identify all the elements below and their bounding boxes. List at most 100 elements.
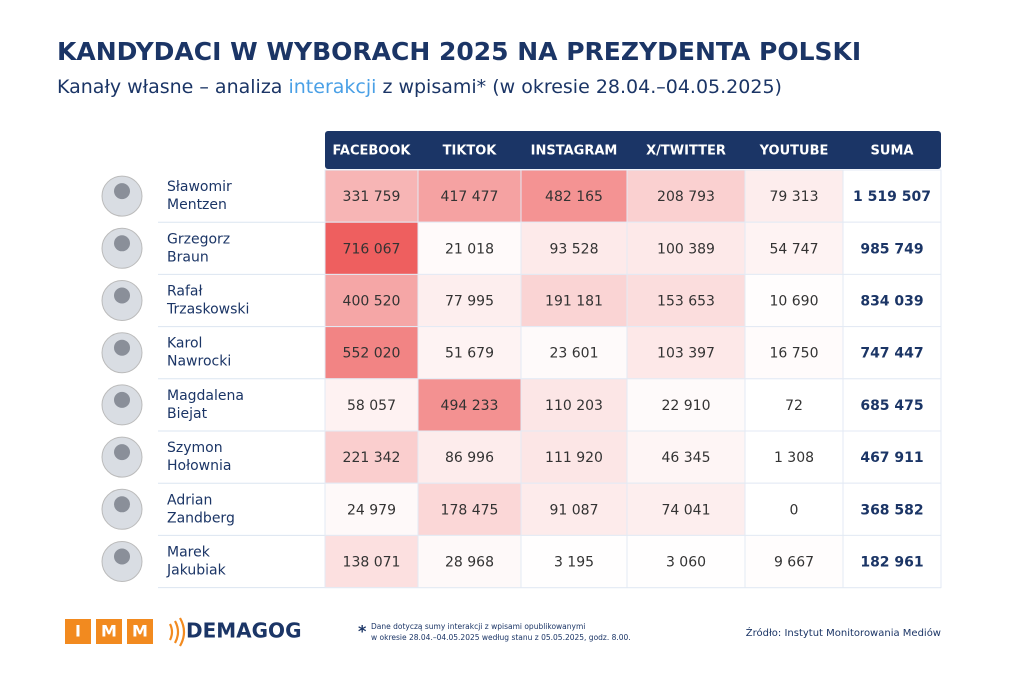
cell xyxy=(842,326,942,380)
cell-value: 482 165 xyxy=(545,189,603,205)
logo-letter: I xyxy=(75,622,81,641)
logo-waves xyxy=(169,617,186,647)
cell-value: 9 667 xyxy=(774,555,814,571)
photo-head xyxy=(114,287,130,304)
sum-value: 1 519 507 xyxy=(853,189,931,205)
cell xyxy=(417,534,522,589)
photo-head xyxy=(114,496,130,513)
photo-head xyxy=(114,391,130,408)
table: FACEBOOK TIKTOK INSTAGRAM X/TWITTER YOUTUBE S… xyxy=(101,131,942,589)
cell-value: 100 389 xyxy=(657,241,715,257)
subtitle-part: z wpisami* (w okresie 28.04.–04.05.2025) xyxy=(376,76,782,98)
cell-value: 54 747 xyxy=(770,241,819,257)
cell xyxy=(842,534,942,589)
column-header: TIKTOK xyxy=(443,144,498,159)
note-line: Dane dotyczą sumy interakcji z wpisami o… xyxy=(371,622,585,631)
cell-value: 208 793 xyxy=(657,189,715,205)
subtitle-part: Kanały własne – analiza xyxy=(57,76,288,98)
cell-value: 417 477 xyxy=(441,189,499,205)
source: Źródło: Instytut Monitorowania Mediów xyxy=(746,626,941,639)
logo-box xyxy=(96,619,122,644)
candidate-last-name: Nawrocki xyxy=(167,354,231,370)
cell-value: 91 087 xyxy=(550,502,599,518)
candidate-first-name: Sławomir xyxy=(167,179,232,195)
cell-value: 103 397 xyxy=(657,346,715,362)
candidate-first-name: Adrian xyxy=(167,492,212,508)
cell-value: 3 195 xyxy=(554,555,594,571)
cell xyxy=(417,169,522,223)
photo-head xyxy=(114,548,130,565)
photo-head xyxy=(114,444,130,461)
title: KANDYDACI W WYBORACH 2025 NA PREZYDENTA … xyxy=(57,37,861,66)
candidate-first-name: Szymon xyxy=(167,440,223,456)
candidate-last-name: Zandberg xyxy=(167,510,235,526)
candidate-last-name: Trzaskowski xyxy=(166,302,249,318)
cell xyxy=(324,482,419,536)
candidate-first-name: Magdalena xyxy=(167,388,244,404)
cell xyxy=(626,221,746,275)
cell-value: 93 528 xyxy=(550,241,599,257)
cell-value: 16 750 xyxy=(770,346,819,362)
cell xyxy=(744,169,844,223)
cell xyxy=(744,482,844,536)
cell-value: 0 xyxy=(790,502,799,518)
logo-box xyxy=(127,619,153,644)
cell xyxy=(744,430,844,484)
cell xyxy=(324,534,419,589)
candidate-first-name: Rafał xyxy=(167,284,203,300)
sum-value: 834 039 xyxy=(860,294,923,310)
candidate-last-name: Mentzen xyxy=(167,197,227,213)
column-header: INSTAGRAM xyxy=(531,144,618,159)
cell-value: 716 067 xyxy=(343,241,401,257)
sum-value: 685 475 xyxy=(860,398,923,414)
cell xyxy=(324,169,419,223)
cell xyxy=(744,221,844,275)
sum-value: 182 961 xyxy=(860,555,923,571)
cell-value: 221 342 xyxy=(343,450,401,466)
sum-value: 747 447 xyxy=(860,346,923,362)
footer: I M M DEMAGOG * Dane dotyczą sumy intera… xyxy=(65,617,941,647)
cell xyxy=(842,378,942,432)
candidate-first-name: Grzegorz xyxy=(167,231,230,247)
photo-head xyxy=(114,339,130,356)
cell xyxy=(842,482,942,536)
candidate-last-name: Hołownia xyxy=(167,458,231,474)
cell xyxy=(417,482,522,536)
logo-box xyxy=(65,619,91,644)
cell-value: 494 233 xyxy=(441,398,499,414)
column-header: X/TWITTER xyxy=(646,144,726,159)
cell-value: 22 910 xyxy=(662,398,711,414)
sum-value: 985 749 xyxy=(860,241,923,257)
cell xyxy=(520,378,628,432)
cell xyxy=(626,273,746,328)
cell xyxy=(417,326,522,380)
cell-value: 21 018 xyxy=(445,241,494,257)
cell-value: 153 653 xyxy=(657,294,715,310)
cell-value: 1 308 xyxy=(774,450,814,466)
cell-value: 58 057 xyxy=(347,398,396,414)
header-bg xyxy=(325,131,941,169)
cell-value: 400 520 xyxy=(343,294,401,310)
cell xyxy=(842,169,942,223)
note-mark: * xyxy=(358,622,367,641)
subtitle: Kanały własne – analiza interakcji z wpi… xyxy=(57,76,782,98)
sum-value: 467 911 xyxy=(860,450,923,466)
logo-letter: M xyxy=(101,622,117,641)
cell-value: 110 203 xyxy=(545,398,603,414)
cell-value: 77 995 xyxy=(445,294,494,310)
cell-value: 552 020 xyxy=(343,346,401,362)
cell xyxy=(324,273,419,328)
cell xyxy=(324,430,419,484)
candidate-first-name: Marek xyxy=(167,545,211,561)
photo-head xyxy=(114,235,130,252)
cell-value: 23 601 xyxy=(550,346,599,362)
column-header: FACEBOOK xyxy=(333,144,412,159)
subtitle-highlight: interakcji xyxy=(288,76,376,98)
column-header: SUMA xyxy=(871,144,914,159)
cell xyxy=(520,482,628,536)
cell-value: 46 345 xyxy=(662,450,711,466)
cell xyxy=(417,221,522,275)
cell-value: 138 071 xyxy=(343,555,401,571)
cell-value: 28 968 xyxy=(445,555,494,571)
